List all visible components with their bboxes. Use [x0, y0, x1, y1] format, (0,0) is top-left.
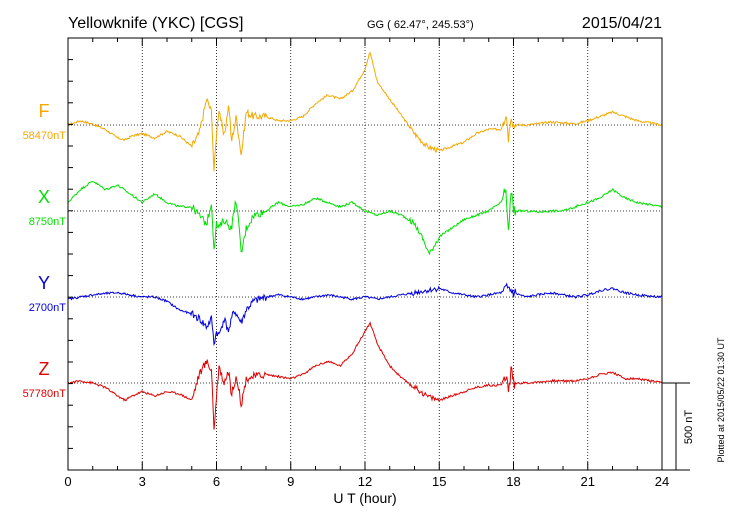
- series-line-x: [67, 180, 663, 255]
- series-baseline-f: 58470nT: [23, 130, 67, 142]
- plotted-note: Plotted at 2015/05/22 01:30 UT: [716, 337, 726, 463]
- series-line-z: [67, 321, 663, 430]
- series-baseline-y: 2700nT: [29, 302, 67, 314]
- chart-title: Yellowknife (YKC) [CGS]: [68, 15, 243, 32]
- series-labels: F 58470nT X 8750nT Y 2700nT Z 57780nT: [23, 101, 67, 400]
- station-coordinates: GG ( 62.47°, 245.53°): [367, 19, 474, 31]
- x-tick-labels: 0 3 6 9 12 15 18 21 24: [64, 474, 669, 489]
- x-tick-label: 3: [139, 474, 146, 489]
- x-axis-label: U T (hour): [333, 490, 396, 506]
- series-line-y: [67, 282, 663, 347]
- series-line-f: [67, 51, 663, 172]
- series-baseline-x: 8750nT: [29, 216, 67, 228]
- chart-date: 2015/04/21: [582, 15, 662, 32]
- x-tick-label: 6: [213, 474, 220, 489]
- series-label-y: Y: [38, 273, 50, 293]
- x-tick-label: 24: [655, 474, 669, 489]
- series-layer: [67, 51, 663, 430]
- series-label-x: X: [38, 187, 50, 207]
- x-tick-label: 0: [64, 474, 71, 489]
- axis-ticks: [67, 37, 663, 471]
- series-baseline-z: 57780nT: [23, 388, 67, 400]
- x-tick-label: 12: [358, 474, 372, 489]
- x-tick-label: 18: [506, 474, 520, 489]
- scale-bar-label: 500 nT: [683, 410, 695, 445]
- x-tick-label: 15: [432, 474, 446, 489]
- x-tick-label: 9: [287, 474, 294, 489]
- scale-bar: 500 nT: [662, 382, 695, 471]
- series-label-f: F: [39, 101, 50, 121]
- x-tick-label: 21: [581, 474, 595, 489]
- series-label-z: Z: [39, 359, 50, 379]
- grid: [68, 38, 662, 470]
